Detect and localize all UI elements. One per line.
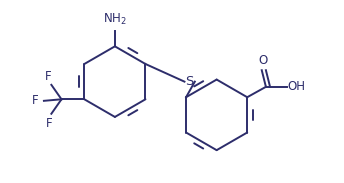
Text: OH: OH [288, 80, 306, 93]
Text: S: S [185, 75, 194, 88]
Text: F: F [45, 70, 52, 83]
Text: F: F [46, 117, 53, 130]
Text: NH$_2$: NH$_2$ [103, 12, 127, 27]
Text: F: F [32, 94, 39, 107]
Text: O: O [258, 54, 267, 67]
